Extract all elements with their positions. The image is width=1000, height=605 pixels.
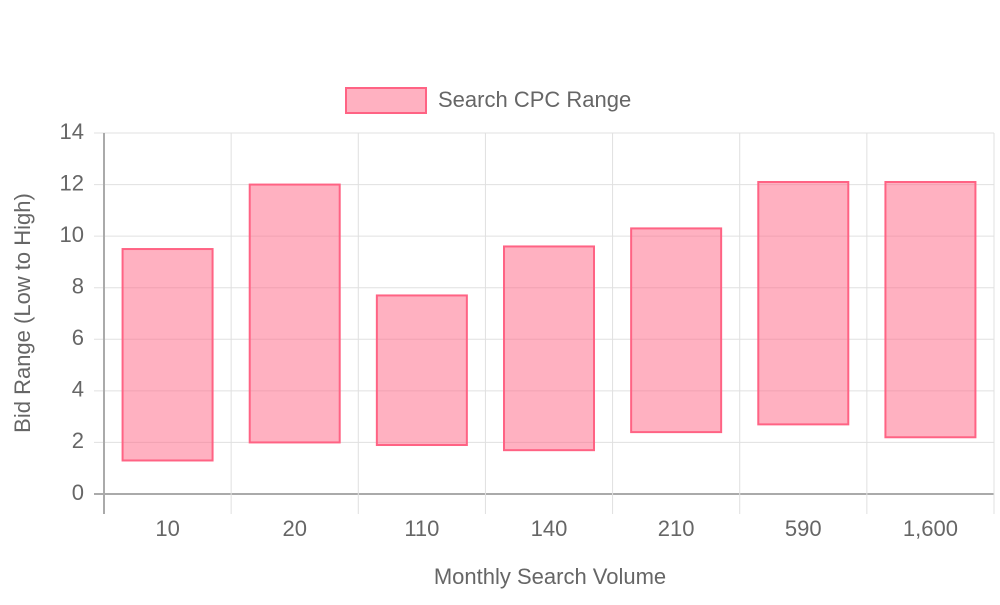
- x-tick-label: 10: [155, 516, 179, 541]
- x-tick-label: 110: [404, 516, 439, 541]
- y-tick-label: 2: [72, 428, 84, 453]
- x-tick-label: 20: [282, 516, 306, 541]
- x-tick-label: 1,600: [903, 516, 958, 541]
- bar: [630, 227, 723, 434]
- y-axis-title: Bid Range (Low to High): [10, 193, 35, 433]
- y-tick-label: 6: [72, 325, 84, 350]
- bar: [757, 180, 850, 426]
- x-axis-title: Monthly Search Volume: [434, 564, 666, 589]
- y-tick-label: 10: [60, 222, 84, 247]
- bar: [884, 180, 977, 439]
- bar: [248, 183, 341, 444]
- bar: [375, 294, 468, 447]
- x-tick-label: 590: [785, 516, 822, 541]
- y-tick-label: 12: [60, 170, 84, 195]
- x-tick-label: 140: [531, 516, 568, 541]
- y-tick-label: 4: [72, 377, 84, 402]
- legend-label: Search CPC Range: [438, 87, 631, 112]
- x-tick-label: 210: [658, 516, 695, 541]
- y-tick-label: 8: [72, 274, 84, 299]
- y-tick-label: 0: [72, 480, 84, 505]
- bar: [121, 248, 214, 462]
- legend-swatch: [345, 87, 427, 114]
- bar: [503, 245, 595, 452]
- y-tick-label: 14: [60, 119, 84, 144]
